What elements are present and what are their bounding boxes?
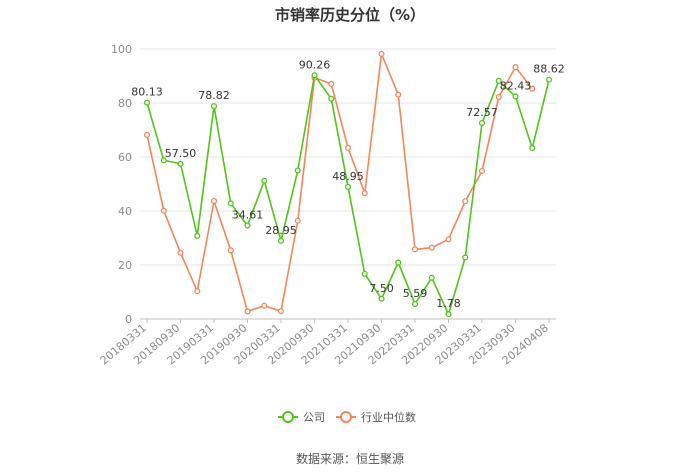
data-point [361, 270, 368, 277]
data-label: 72.57 [466, 106, 498, 119]
data-point [478, 167, 486, 175]
data-point [328, 95, 335, 102]
data-point [160, 207, 167, 214]
data-point [328, 80, 335, 87]
legend-label: 行业中位数 [361, 410, 416, 424]
data-point [512, 64, 519, 71]
data-point [395, 91, 402, 98]
data-point [194, 288, 201, 295]
data-label: 34.61 [232, 209, 264, 222]
legend-marker [340, 411, 352, 423]
chart-title: 市销率历史分位（%） [274, 6, 426, 24]
data-point [378, 50, 385, 57]
data-point [445, 311, 452, 318]
series-line [146, 50, 533, 313]
data-label: 1.78 [436, 297, 461, 310]
data-point [495, 77, 502, 84]
data-point [194, 232, 201, 239]
data-label: 5.59 [403, 287, 428, 300]
data-point [411, 300, 419, 307]
data-point [160, 157, 167, 164]
data-point [529, 85, 536, 92]
legend-label: 公司 [303, 411, 325, 424]
data-point [244, 222, 251, 229]
data-point [210, 197, 218, 205]
data-point [445, 236, 452, 243]
data-point [227, 200, 234, 207]
data-label: 82.43 [500, 79, 532, 92]
y-tick-label: 20 [118, 259, 132, 272]
legend-marker [282, 411, 294, 423]
data-point [244, 308, 251, 315]
data-point [411, 246, 419, 253]
data-point [294, 167, 301, 174]
data-point [462, 254, 469, 261]
data-label: 7.50 [369, 282, 394, 295]
data-source: 数据来源：恒生聚源 [295, 452, 404, 466]
data-point [428, 244, 435, 251]
data-point [378, 295, 385, 302]
data-point [277, 237, 285, 244]
data-point [143, 99, 151, 106]
data-label: 28.95 [265, 224, 297, 237]
data-point [428, 274, 435, 281]
data-point [478, 120, 486, 127]
y-tick-label: 100 [111, 43, 132, 56]
data-label: 80.13 [131, 86, 163, 99]
y-tick-label: 0 [125, 313, 132, 326]
data-label: 90.26 [299, 58, 331, 71]
data-point [177, 249, 184, 256]
data-point [361, 190, 368, 197]
data-point [294, 217, 301, 224]
data-label: 88.62 [533, 63, 565, 76]
data-point [210, 103, 218, 110]
data-point [261, 177, 268, 184]
y-tick-label: 40 [118, 205, 132, 218]
data-point [311, 72, 318, 79]
data-point [277, 308, 285, 315]
data-point [495, 94, 502, 101]
data-point [143, 131, 151, 138]
y-tick-label: 80 [118, 97, 132, 110]
data-label: 48.95 [332, 170, 364, 183]
data-label: 57.50 [165, 147, 197, 160]
y-tick-label: 60 [118, 151, 132, 164]
data-point [227, 247, 234, 254]
data-point [344, 144, 352, 151]
data-label: 78.82 [198, 89, 230, 102]
data-point [177, 160, 184, 167]
data-point [261, 302, 268, 309]
data-point [462, 198, 469, 205]
data-point [344, 183, 352, 190]
data-point [395, 259, 402, 266]
data-point [529, 145, 536, 152]
data-point [545, 76, 553, 83]
data-point [512, 93, 519, 100]
